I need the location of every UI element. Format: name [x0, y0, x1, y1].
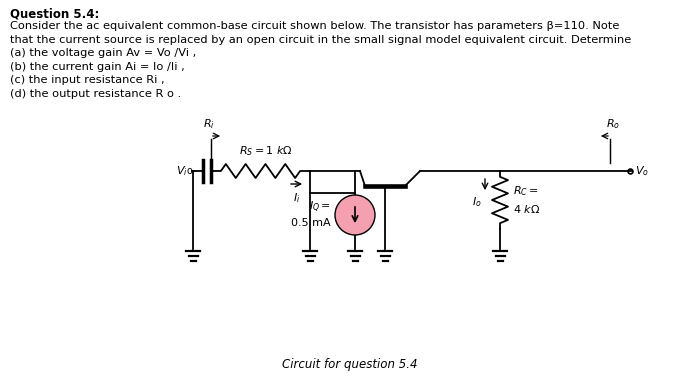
Text: o: o	[186, 166, 192, 176]
Text: Question 5.4:: Question 5.4:	[10, 7, 99, 20]
Text: Circuit for question 5.4: Circuit for question 5.4	[282, 358, 418, 371]
Circle shape	[335, 195, 375, 235]
Text: that the current source is replaced by an open circuit in the small signal model: that the current source is replaced by a…	[10, 35, 631, 44]
Text: $R_i$: $R_i$	[203, 117, 215, 131]
Text: $V_i$: $V_i$	[176, 164, 188, 178]
Text: $4\ k\Omega$: $4\ k\Omega$	[513, 203, 540, 215]
Text: $R_C =$: $R_C =$	[513, 184, 539, 198]
Text: 0.5 mA: 0.5 mA	[291, 218, 331, 228]
Text: $I_i$: $I_i$	[293, 191, 301, 205]
Text: $I_o$: $I_o$	[473, 195, 482, 209]
Text: Consider the ac equivalent common-base circuit shown below. The transistor has p: Consider the ac equivalent common-base c…	[10, 21, 620, 31]
Text: (c) the input resistance Ri ,: (c) the input resistance Ri ,	[10, 75, 164, 85]
Text: (d) the output resistance R o .: (d) the output resistance R o .	[10, 89, 181, 98]
Text: $R_o$: $R_o$	[606, 117, 620, 131]
Text: (a) the voltage gain Av = Vo /Vi ,: (a) the voltage gain Av = Vo /Vi ,	[10, 48, 196, 58]
Text: $R_S = 1\ k\Omega$: $R_S = 1\ k\Omega$	[239, 144, 293, 158]
Text: $V_o$: $V_o$	[635, 164, 649, 178]
Text: (b) the current gain Ai = Io /Ii ,: (b) the current gain Ai = Io /Ii ,	[10, 61, 185, 72]
Text: $I_Q =$: $I_Q =$	[309, 200, 331, 215]
